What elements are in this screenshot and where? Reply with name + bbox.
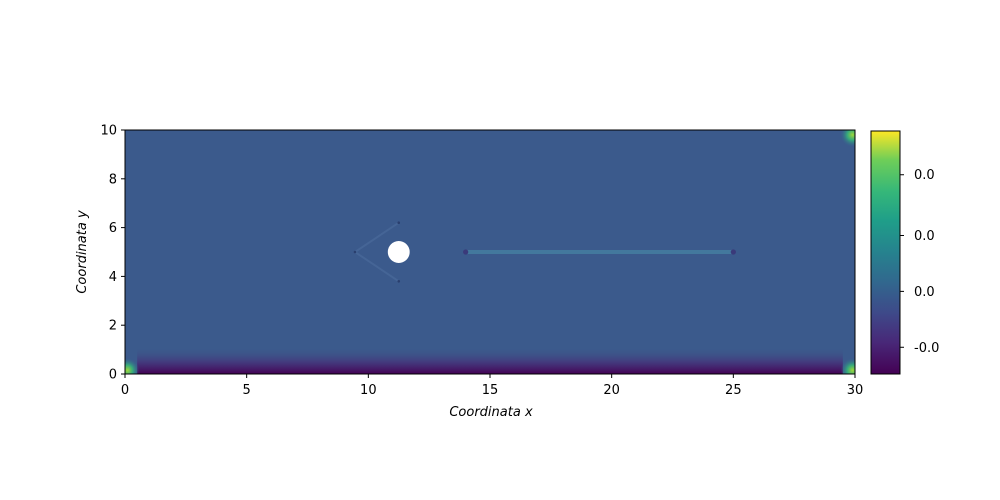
x-axis-label: Coordinata x — [449, 405, 533, 420]
wake-endpoint — [730, 249, 736, 255]
y-tick-label: 8 — [109, 172, 117, 187]
y-tick-label: 6 — [109, 221, 117, 236]
corner-hotspot — [840, 130, 855, 147]
corner-hotspot — [840, 358, 855, 374]
x-tick-label: 5 — [243, 383, 251, 398]
colorbar: 0.0 0.0 0.0 -0.0 — [870, 130, 939, 375]
wedge-vertex — [397, 221, 401, 225]
x-tick-label: 0 — [121, 383, 129, 398]
corner-hotspot — [125, 358, 140, 374]
y-axis-label: Coordinata y — [75, 210, 90, 294]
y-tick-label: 0 — [109, 368, 117, 383]
x-axis: 0 5 10 15 20 25 30 — [121, 374, 863, 398]
colorbar-ticks: 0.0 0.0 0.0 -0.0 — [900, 168, 939, 356]
colorbar-tick-label: -0.0 — [914, 341, 939, 356]
wedge-vertex — [397, 279, 401, 283]
wake-endpoint — [463, 249, 469, 255]
x-tick-label: 25 — [725, 383, 742, 398]
wedge-vertex — [353, 250, 357, 254]
x-tick-label: 10 — [360, 383, 377, 398]
x-tick-label: 15 — [482, 383, 499, 398]
y-tick-label: 4 — [109, 270, 117, 285]
cylinder — [387, 241, 410, 263]
plot-area — [125, 130, 855, 374]
y-tick-label: 2 — [109, 319, 117, 334]
flow-features — [125, 130, 855, 374]
colorbar-tick-label: 0.0 — [914, 285, 935, 300]
bottom-band — [137, 346, 843, 374]
colorbar-tick-label: 0.0 — [914, 229, 935, 244]
colorbar-gradient — [870, 130, 901, 375]
x-tick-label: 30 — [847, 383, 864, 398]
x-tick-label: 20 — [603, 383, 620, 398]
colorbar-tick-label: 0.0 — [914, 168, 935, 183]
y-axis: 0 2 4 6 8 10 — [100, 124, 125, 383]
y-tick-label: 10 — [100, 124, 117, 139]
